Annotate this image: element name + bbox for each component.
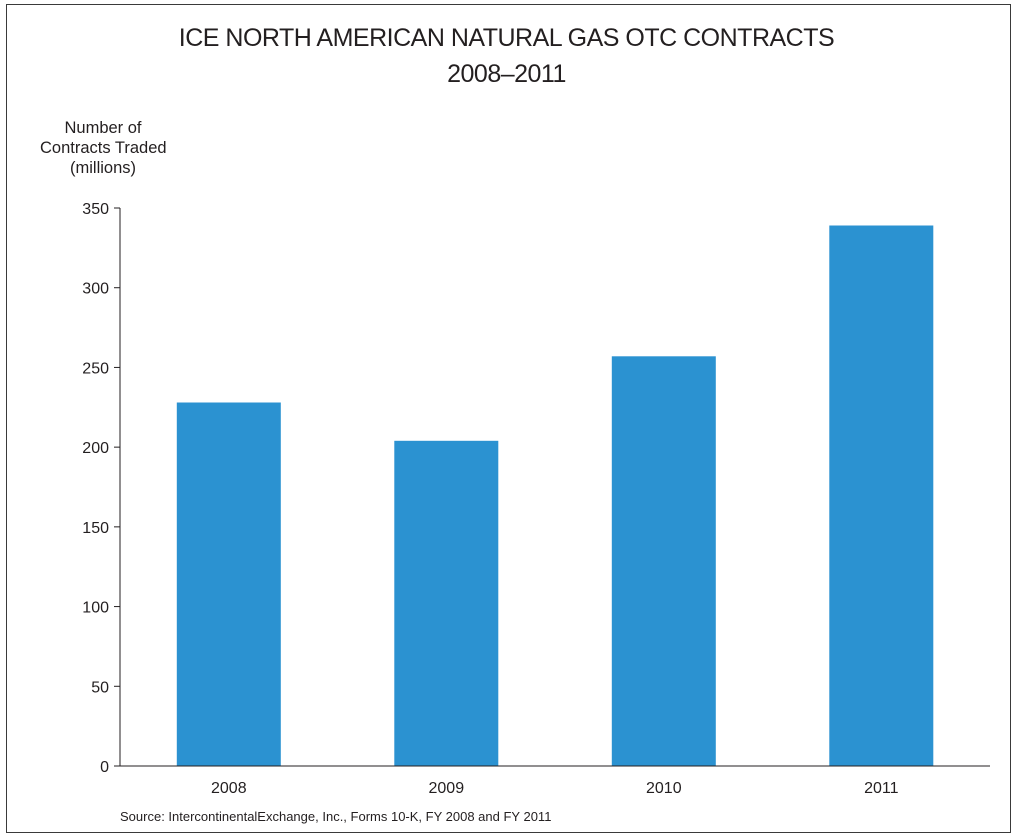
y-tick-label-0: 0 [100, 759, 109, 776]
bar-2008 [176, 402, 281, 766]
y-tick-label-100: 100 [82, 600, 109, 617]
y-axis-label-line-1: Number of [64, 119, 142, 137]
chart-title: ICE NORTH AMERICAN NATURAL GAS OTC CONTR… [178, 24, 835, 52]
y-axis-label: Number of Contracts Traded (millions) [40, 118, 167, 178]
y-tick-label-250: 250 [82, 360, 109, 377]
source-note: Source: IntercontinentalExchange, Inc., … [120, 809, 552, 824]
y-tick-label-50: 50 [91, 679, 109, 696]
bar-2010 [611, 356, 716, 766]
x-tick-label-2011: 2011 [864, 780, 899, 797]
y-tick-label-150: 150 [82, 520, 109, 537]
y-tick-label-300: 300 [82, 281, 109, 298]
x-tick-label-2009: 2009 [429, 780, 465, 797]
y-tick-label-350: 350 [82, 201, 109, 218]
bar-2009 [394, 440, 499, 766]
y-tick-label-200: 200 [82, 440, 109, 457]
y-axis-label-line-3: (millions) [70, 159, 136, 177]
chart-subtitle: 2008–2011 [447, 60, 566, 88]
x-tick-label-2008: 2008 [211, 780, 247, 797]
chart-frame [6, 4, 1011, 833]
x-tick-label-2010: 2010 [646, 780, 682, 797]
y-axis-label-line-2: Contracts Traded [40, 139, 167, 157]
bar-2011 [829, 225, 934, 766]
